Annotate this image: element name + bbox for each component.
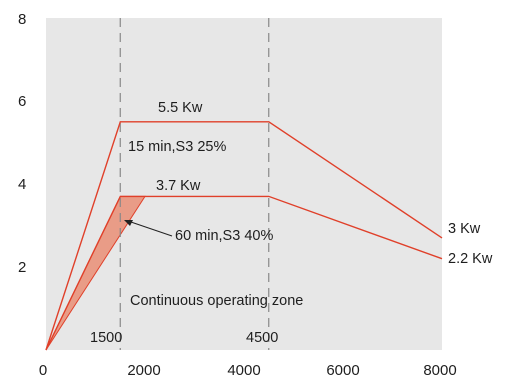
x-tick-label: 4000 <box>227 362 260 379</box>
x-tick-label: 8000 <box>423 362 456 379</box>
ref-label-1500: 1500 <box>90 330 122 346</box>
series-end-label-3kw: 3 Kw <box>448 221 481 237</box>
y-tick-label: 2 <box>18 259 26 276</box>
y-tick-label: 6 <box>18 93 26 110</box>
series-end-label-2-2kw: 2.2 Kw <box>448 251 493 267</box>
x-tick-label: 0 <box>39 362 47 379</box>
series-line-3-7kw <box>45 195 443 351</box>
series-line-5-5kw <box>45 121 443 351</box>
plot-area <box>46 18 442 350</box>
series-label-3-7kw: 3.7 Kw <box>156 178 201 194</box>
annotation-s3-25: 15 min,S3 25% <box>128 139 226 155</box>
y-tick-label: 8 <box>18 11 26 28</box>
annotation-arrow <box>127 220 173 237</box>
y-tick-label: 4 <box>18 176 26 193</box>
series-label-5-5kw: 5.5 Kw <box>158 100 203 116</box>
ref-label-4500: 4500 <box>246 330 278 346</box>
annotation-arrowhead <box>124 220 133 226</box>
annotation-continuous-zone: Continuous operating zone <box>130 293 303 309</box>
x-tick-label: 2000 <box>127 362 160 379</box>
x-tick-label: 6000 <box>326 362 359 379</box>
annotation-s3-40: 60 min,S3 40% <box>175 228 273 244</box>
